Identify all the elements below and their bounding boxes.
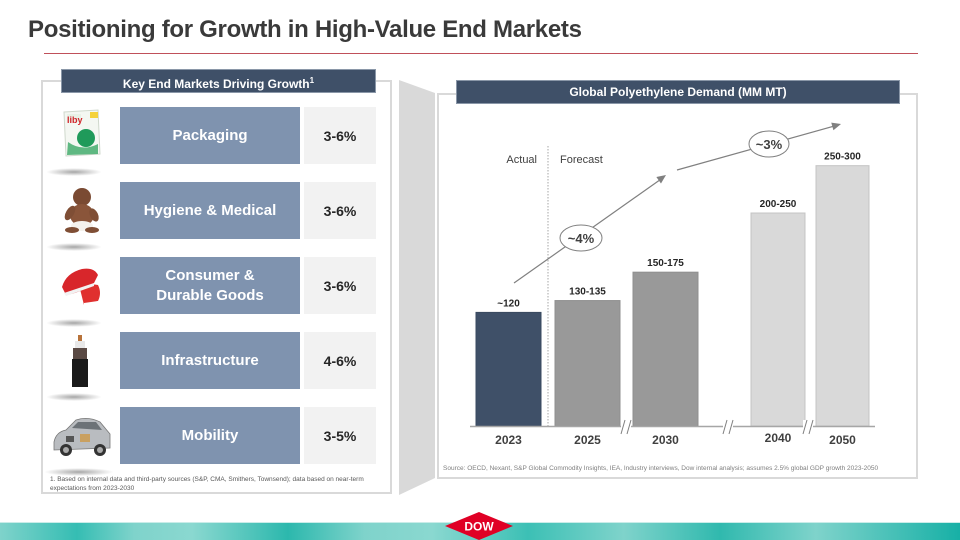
market-row-hygiene-medical: Hygiene & Medical 3-6%: [120, 182, 376, 239]
image-shadow: [46, 393, 102, 401]
image-shadow: [46, 319, 102, 327]
car-cutaway-image: [44, 408, 114, 476]
axis-break-mark: [808, 419, 814, 435]
bar-2025: [554, 300, 621, 427]
axis-break-mark: [728, 419, 734, 435]
end-markets-header: Key End Markets Driving Growth1: [61, 69, 376, 93]
market-label: Infrastructure: [120, 332, 300, 389]
data-label-2040: 200-250: [760, 199, 797, 210]
footnote: 1. Based on internal data and third-part…: [50, 476, 364, 492]
market-row-packaging: Packaging 3-6%: [120, 107, 376, 164]
x-tick-label-2050: 2050: [829, 433, 856, 447]
axis-break-mark: [802, 419, 808, 435]
axis-break-mark: [626, 419, 632, 435]
axis-break-gap: [723, 420, 733, 432]
data-label-2025: 130-135: [569, 287, 606, 298]
section-label-forecast: Forecast: [560, 154, 603, 166]
axis-break-gap: [621, 420, 631, 432]
image-shadow: [44, 468, 114, 476]
dow-logo: DOW: [445, 512, 513, 540]
axis-break-mark: [620, 419, 626, 435]
axis-break-mark: [722, 419, 728, 435]
bar-2023: [475, 311, 542, 427]
image-shadow: [46, 168, 102, 176]
market-row-consumer-durable: Consumer & Durable Goods 3-6%: [120, 257, 376, 314]
x-tick-label-2040: 2040: [765, 431, 792, 445]
market-label: Mobility: [120, 407, 300, 464]
bar-2050: [815, 165, 870, 427]
sneakers-image: [46, 259, 108, 327]
market-label: Consumer & Durable Goods: [120, 257, 300, 314]
bar-2040: [750, 212, 806, 427]
growth-rate-4pct: ~4%: [568, 231, 595, 246]
market-growth-rate: 3-6%: [304, 182, 376, 239]
x-tick-label-2025: 2025: [574, 433, 601, 447]
growth-rate-3pct: ~3%: [756, 137, 783, 152]
market-growth-rate: 3-6%: [304, 107, 376, 164]
section-label-actual: Actual: [506, 154, 537, 166]
data-label-2050: 250-300: [824, 152, 861, 163]
market-row-infrastructure: Infrastructure 4-6%: [120, 332, 376, 389]
arrow-head-icon: [831, 122, 841, 131]
image-shadow: [46, 243, 102, 251]
axis-break-gap: [803, 420, 813, 432]
end-markets-header-text: Key End Markets Driving Growth: [122, 77, 310, 91]
growth-badge-4pct: [559, 224, 603, 252]
dow-diamond-icon: [445, 512, 513, 540]
pe-demand-header: Global Polyethylene Demand (MM MT): [456, 80, 900, 104]
market-label: Hygiene & Medical: [120, 182, 300, 239]
market-growth-rate: 4-6%: [304, 332, 376, 389]
baby-image: [46, 183, 108, 251]
market-growth-rate: 3-6%: [304, 257, 376, 314]
title-divider: [44, 53, 918, 54]
source-note: Source: OECD, Nexant, S&P Global Commodi…: [443, 465, 879, 472]
footnote-marker: 1: [309, 76, 315, 85]
market-growth-rate: 3-5%: [304, 407, 376, 464]
panel-connector: [399, 80, 435, 495]
x-tick-label-2030: 2030: [652, 433, 679, 447]
svg-text:liby: liby: [67, 115, 83, 125]
x-tick-label-2023: 2023: [495, 433, 522, 447]
growth-badge-3pct: [748, 130, 790, 158]
data-label-2023: ~120: [497, 298, 520, 309]
dow-logo-text: DOW: [464, 520, 494, 534]
detergent-pouch-image: liby: [46, 108, 108, 176]
cable-image: [46, 333, 108, 401]
market-row-mobility: Mobility 3-5%: [120, 407, 376, 464]
bar-2030: [632, 271, 699, 427]
data-label-2030: 150-175: [647, 258, 684, 269]
page-title: Positioning for Growth in High-Value End…: [28, 16, 582, 43]
market-label: Packaging: [120, 107, 300, 164]
arrow-head-icon: [656, 175, 666, 184]
